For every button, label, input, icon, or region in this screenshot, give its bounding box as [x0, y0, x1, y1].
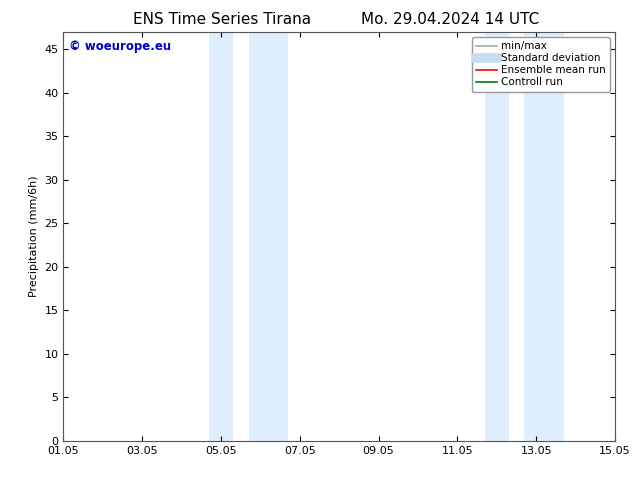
- Text: Mo. 29.04.2024 14 UTC: Mo. 29.04.2024 14 UTC: [361, 12, 540, 27]
- Bar: [249, 32, 288, 441]
- Y-axis label: Precipitation (mm/6h): Precipitation (mm/6h): [29, 175, 39, 297]
- Bar: [485, 32, 508, 441]
- Legend: min/max, Standard deviation, Ensemble mean run, Controll run: min/max, Standard deviation, Ensemble me…: [472, 37, 610, 92]
- Text: ENS Time Series Tirana: ENS Time Series Tirana: [133, 12, 311, 27]
- Bar: [209, 32, 233, 441]
- Bar: [524, 32, 564, 441]
- Text: © woeurope.eu: © woeurope.eu: [69, 40, 171, 53]
